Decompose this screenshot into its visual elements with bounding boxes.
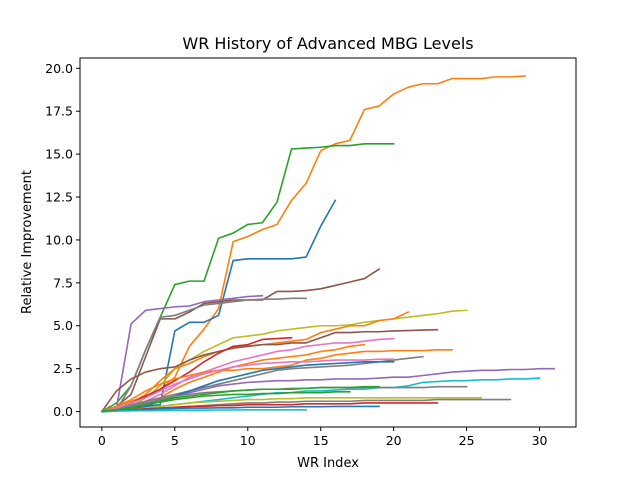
series-layer (100, 75, 555, 413)
y-tick-label: 17.5 (45, 104, 73, 119)
series-line-11 (100, 337, 395, 413)
x-tick-label: 30 (532, 433, 548, 448)
ticks-layer: 0 5 10 15 20 25 30 0.0 2.5 5.0 7.5 10.0 12.5 15.0 17.5… (45, 61, 547, 448)
series-line-6 (100, 297, 307, 413)
y-tick-label: 10.0 (45, 232, 73, 247)
y-tick-label: 0.0 (53, 404, 73, 419)
y-tick-label: 20.0 (45, 61, 73, 76)
y-tick-label: 15.0 (45, 147, 73, 162)
series-line-5 (100, 294, 264, 413)
series-line-9 (100, 328, 439, 413)
series-line-25 (101, 409, 307, 413)
y-axis-label: Relative Improvement (20, 170, 35, 314)
series-line-16 (101, 360, 395, 413)
x-axis-label: WR Index (297, 456, 359, 471)
y-tick-label: 7.5 (53, 275, 73, 290)
series-line-14 (100, 355, 424, 413)
chart-title: WR History of Advanced MBG Levels (182, 34, 473, 53)
y-tick-label: 5.0 (53, 318, 73, 333)
series-line-23 (101, 402, 439, 413)
y-tick-label: 2.5 (53, 361, 73, 376)
x-tick-label: 20 (386, 433, 402, 448)
series-line-4 (100, 267, 381, 413)
y-tick-label: 12.5 (45, 190, 73, 205)
series-line-21 (101, 397, 482, 413)
x-tick-label: 10 (240, 433, 256, 448)
series-line-17 (100, 358, 395, 413)
x-tick-label: 25 (459, 433, 475, 448)
x-tick-label: 0 (98, 433, 106, 448)
x-tick-label: 15 (313, 433, 329, 448)
series-line-13 (100, 348, 453, 413)
series-line-26 (100, 391, 351, 413)
series-line-24 (101, 405, 380, 413)
plot-frame (79, 57, 577, 428)
x-tick-label: 5 (171, 433, 179, 448)
